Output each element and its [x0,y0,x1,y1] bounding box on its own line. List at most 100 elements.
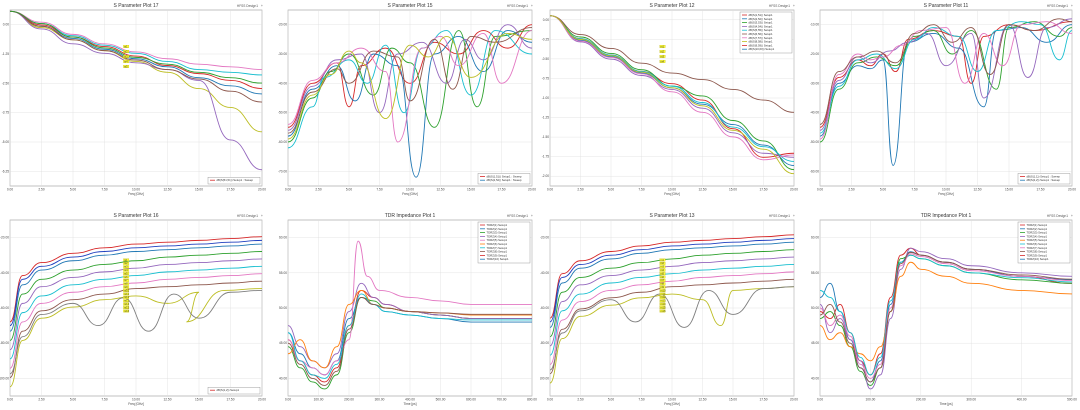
marker-tag[interactable] [659,275,666,279]
marker-tag[interactable] [659,278,666,282]
x-tick-label: 20.00 [790,398,798,402]
marker-tag[interactable] [123,292,130,296]
x-axis-label: Freq [GHz] [664,402,680,406]
y-tick-label: -10.00 [810,23,819,27]
x-tick-label: 20.00 [258,188,266,192]
series-line-8 [10,10,262,84]
design-label: HFSS Design1 [769,214,790,218]
marker-tag[interactable] [123,50,130,53]
y-tick-label: -40.00 [278,81,287,85]
marker-label: m14 [124,302,130,306]
corner-icon: + [1071,214,1073,218]
chart-panel-3: 0.00 2.50 5.00 7.50 10.00 12.50 15.00 17.50 20.0… [540,0,802,200]
x-axis-label: Freq [GHz] [664,192,680,196]
marker-label: m1 [124,258,128,262]
marker-tag[interactable] [123,55,130,58]
x-tick-label: 7.50 [101,398,107,402]
y-tick-label: -1.25 [542,116,549,120]
marker-tag[interactable] [659,282,666,286]
marker-tag[interactable] [123,265,130,269]
chart-panel-5: 0.00 2.50 5.00 7.50 10.00 12.50 15.00 17.50 20.0… [0,210,270,410]
marker-tag[interactable] [123,268,130,272]
x-tick-label: 10.00 [132,188,140,192]
y-tick-label: -40.00 [0,271,9,275]
marker-tag[interactable] [659,302,666,306]
marker-tag[interactable] [123,275,130,279]
marker-tag[interactable] [123,309,130,313]
x-tick-label: 0.00 [7,188,13,192]
marker-tag[interactable] [659,285,666,289]
chart-title: TDR Impedance Plot 1 [385,213,436,219]
legend-entry: dB(S(51,51)) Setup1 : Sweep [217,178,254,182]
marker-tag[interactable] [123,272,130,276]
marker-tag[interactable] [659,268,666,272]
marker-tag[interactable] [659,45,666,48]
marker-label: m2 [124,49,128,53]
marker-tag[interactable] [123,299,130,303]
x-tick-label: 0.00 [547,188,553,192]
x-tick-label: 100.00 [314,398,324,402]
marker-tag[interactable] [659,50,666,53]
series-line-8 [288,296,532,386]
series-line-7 [820,18,1072,125]
chart-svg: 0.00 2.50 5.00 7.50 10.00 12.50 15.00 17.50 20.0… [2,3,266,196]
legend-entry: dB(S(2,52)) Setup1 [749,17,774,21]
marker-tag[interactable] [659,292,666,296]
marker-tag[interactable] [123,65,130,68]
marker-tag[interactable] [659,60,666,63]
marker-tag[interactable] [123,302,130,306]
design-label: HFSS Design1 [237,4,258,8]
y-tick-label: 45.00 [811,341,819,345]
x-tick-label: 7.50 [376,188,382,192]
legend-box [207,176,261,185]
series-group [820,247,1072,390]
marker-label: m15 [660,305,666,309]
marker-tag[interactable] [659,261,666,265]
x-axis-label: Freq [GHz] [402,192,418,196]
x-tick-label: 500.00 [1067,398,1077,402]
marker-tag[interactable] [123,306,130,310]
marker-tag[interactable] [659,55,666,58]
marker-tag[interactable] [123,282,130,286]
marker-label: m9 [660,285,664,289]
x-tick-label: 2.50 [577,188,583,192]
marker-tag[interactable] [659,265,666,269]
y-tick-label: -40.00 [540,271,549,275]
marker-tag[interactable] [659,299,666,303]
legend-entry: dB(S(6,56)) Setup1 [749,32,774,36]
x-tick-label: 7.50 [911,188,917,192]
marker-tag[interactable] [659,289,666,293]
legend-entry: TDRZ(3) Setup1 [1027,231,1048,235]
x-tick-label: 7.50 [638,398,644,402]
marker-tag[interactable] [659,295,666,299]
marker-tag[interactable] [123,45,130,48]
legend-entry: dB(S(1,1)) Setup1 : Sweep [1027,174,1061,178]
x-tick-label: 17.50 [498,188,506,192]
marker-tag[interactable] [659,309,666,313]
corner-icon: + [261,4,263,8]
series-line-4 [550,15,794,158]
series-line-2 [820,24,1072,166]
marker-tag[interactable] [123,60,130,63]
series-group [10,10,262,171]
y-tick-label: -80.00 [0,341,9,345]
series-line-8 [550,286,794,384]
marker-tag[interactable] [123,289,130,293]
marker-tag[interactable] [123,285,130,289]
marker-tag[interactable] [123,258,130,262]
y-tick-label: -30.00 [810,81,819,85]
marker-label: m4 [124,268,128,272]
y-tick-label: -100.00 [0,376,9,380]
y-tick-label: -1.75 [542,155,549,159]
marker-tag[interactable] [123,295,130,299]
legend-entry: TDRZ(1) Setup1 [1027,223,1048,227]
x-tick-label: 5.00 [70,188,76,192]
marker-tag[interactable] [659,258,666,262]
legend-entry: dB(S(1,51)) Setup1 : Sweep [487,174,522,178]
marker-tag[interactable] [659,306,666,310]
marker-tag[interactable] [659,272,666,276]
x-tick-label: 10.00 [668,398,676,402]
marker-tag[interactable] [123,261,130,265]
marker-tag[interactable] [123,278,130,282]
y-tick-label: -20.00 [0,236,9,240]
